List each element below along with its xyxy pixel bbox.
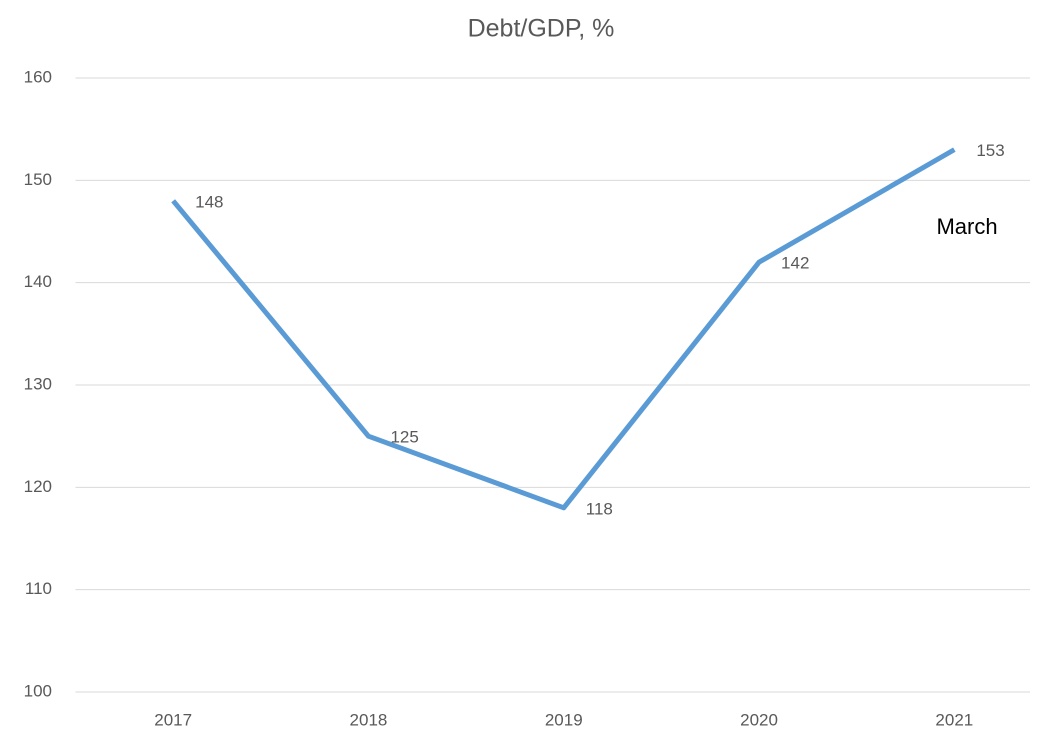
y-tick-label: 150 [24,170,52,189]
data-label: 153 [976,141,1004,160]
x-tick-label: 2020 [740,710,778,729]
y-tick-label: 120 [24,477,52,496]
x-tick-label: 2019 [545,710,583,729]
data-label: 118 [586,499,613,518]
data-label: 148 [195,192,223,211]
y-tick-label: 100 [24,681,52,700]
y-tick-label: 160 [24,67,52,86]
chart-title: Debt/GDP, % [468,15,615,43]
y-tick-label: 140 [24,272,52,291]
y-tick-label: 110 [25,579,52,598]
x-tick-label: 2018 [350,710,388,729]
data-label: 142 [781,254,809,273]
data-line [171,147,956,511]
data-label: 125 [390,428,418,447]
x-tick-label: 2021 [935,710,973,729]
x-tick-label: 2017 [154,710,192,729]
annotation: March [936,214,997,239]
y-tick-label: 130 [24,374,52,393]
